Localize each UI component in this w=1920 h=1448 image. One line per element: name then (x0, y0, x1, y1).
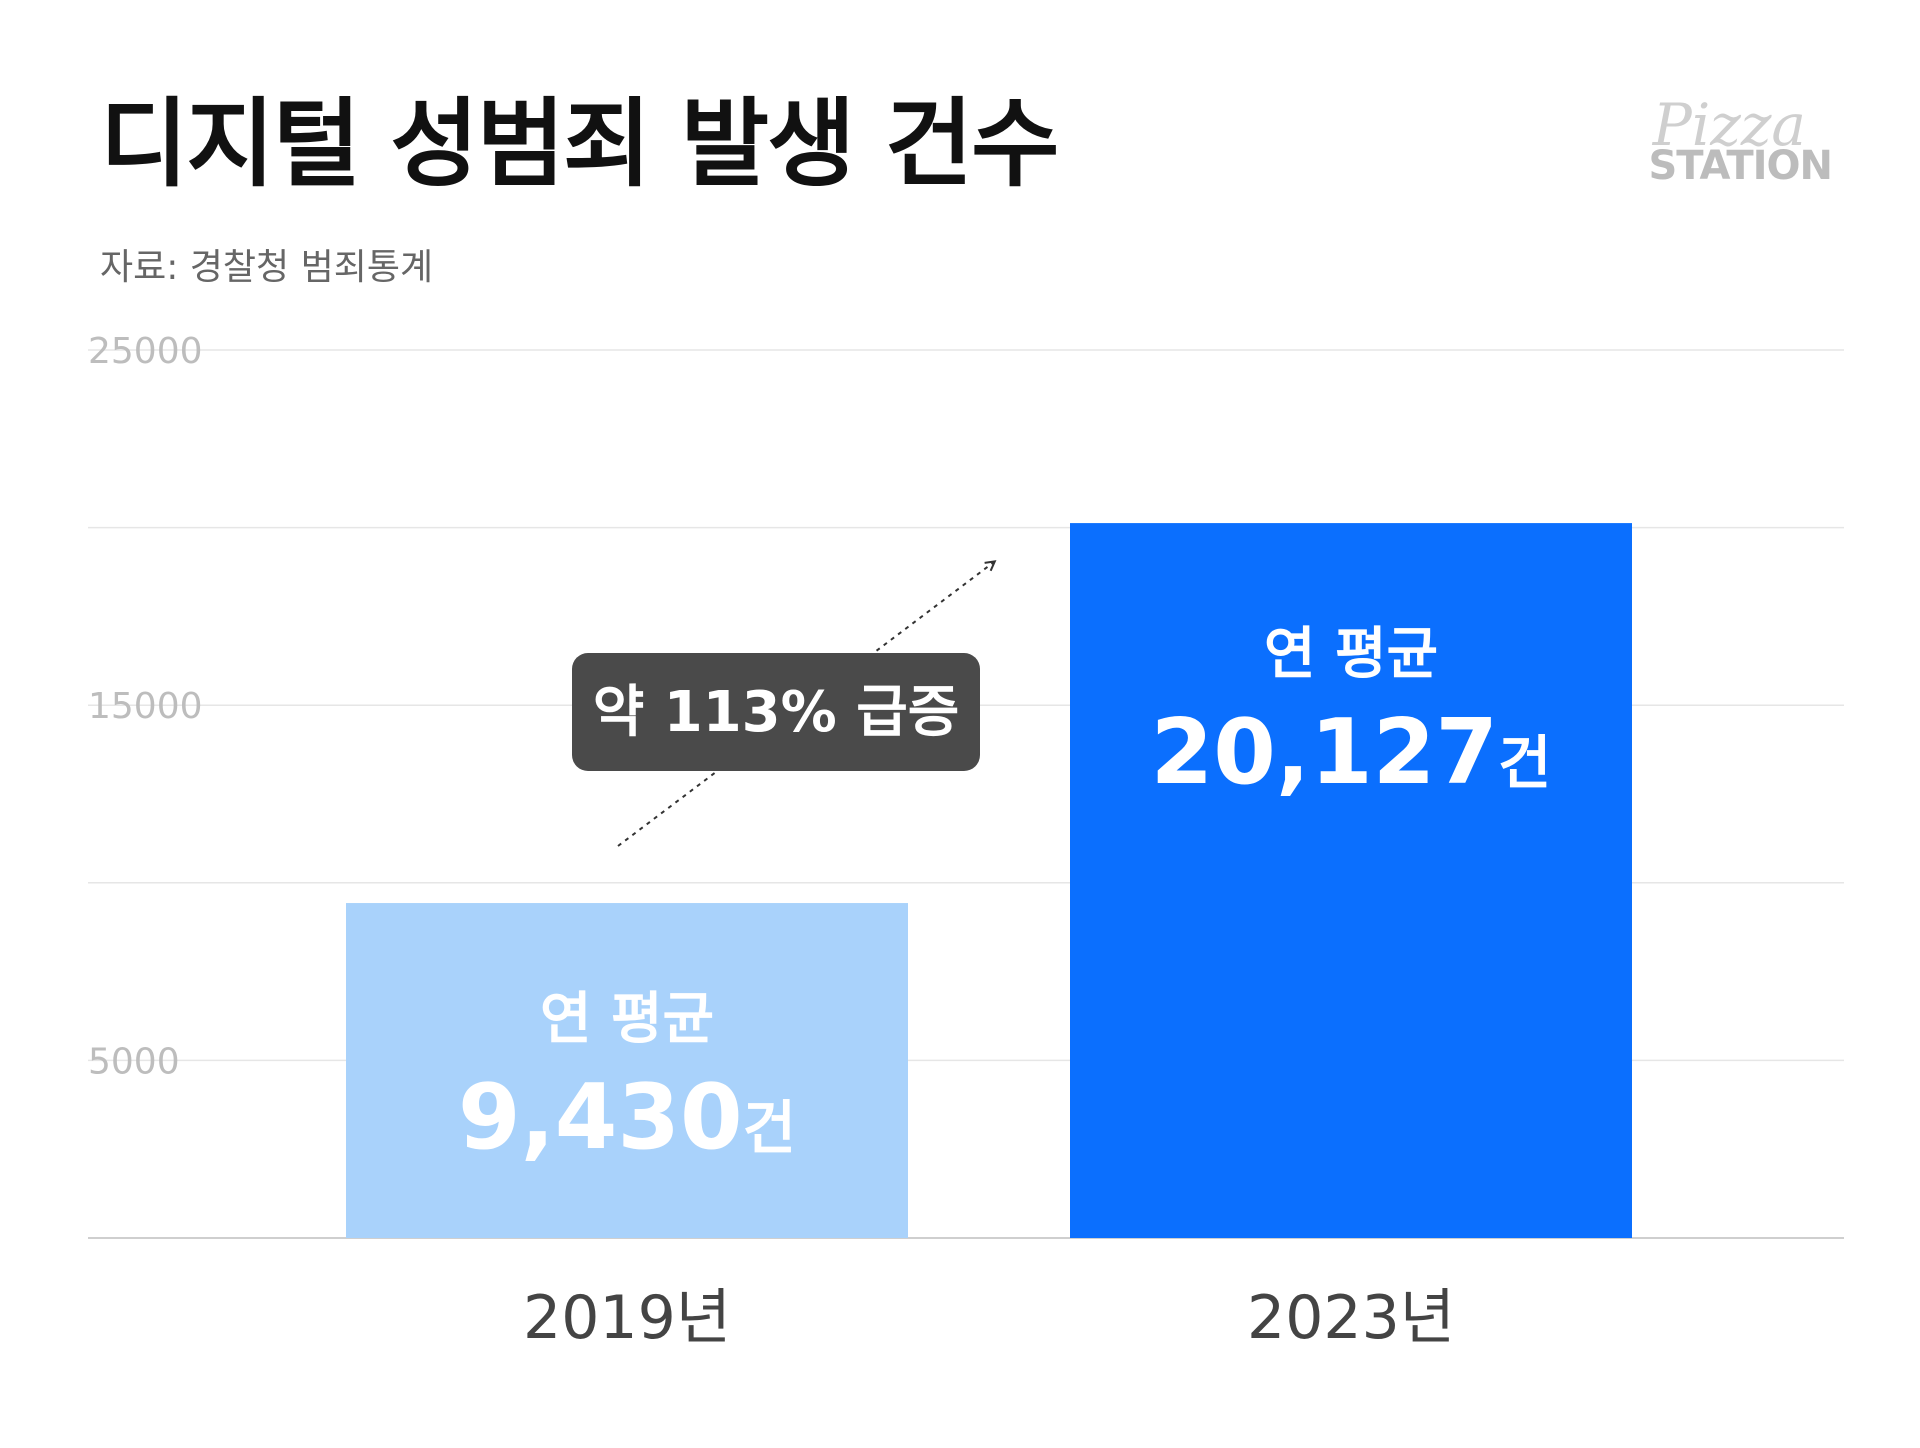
bar-value-label: 9,430건 (458, 1065, 796, 1170)
bar-value-number: 20,127 (1151, 700, 1498, 805)
bar-value-unit: 건 (743, 1094, 796, 1162)
bar-label-caption: 연 평균 (1264, 622, 1438, 687)
bar (346, 903, 908, 1238)
x-category-label: 2023년 (1247, 1283, 1455, 1353)
page-title: 디지털 성범죄 발생 건수 (100, 88, 1059, 200)
bar-value-label: 20,127건 (1151, 700, 1552, 805)
logo-script-text: Pizza (1652, 91, 1806, 159)
bar-value-unit: 건 (1498, 729, 1551, 797)
bar (1070, 523, 1632, 1238)
bar-label-caption: 연 평균 (540, 987, 714, 1052)
x-category-label: 2019년 (523, 1283, 731, 1353)
pizza-station-logo: Pizza STATION (1649, 96, 1833, 186)
annotation-text: 약 113% 급증 (593, 680, 960, 745)
bar-value-number: 9,430 (458, 1065, 743, 1170)
annotation-badge (572, 653, 980, 771)
logo-word-text: STATION (1648, 143, 1833, 189)
y-tick-label: 5000 (88, 1041, 180, 1082)
y-tick-label: 25000 (88, 331, 203, 372)
y-tick-label: 15000 (88, 686, 203, 727)
source-note: 자료: 경찰청 범죄통계 (100, 247, 434, 288)
